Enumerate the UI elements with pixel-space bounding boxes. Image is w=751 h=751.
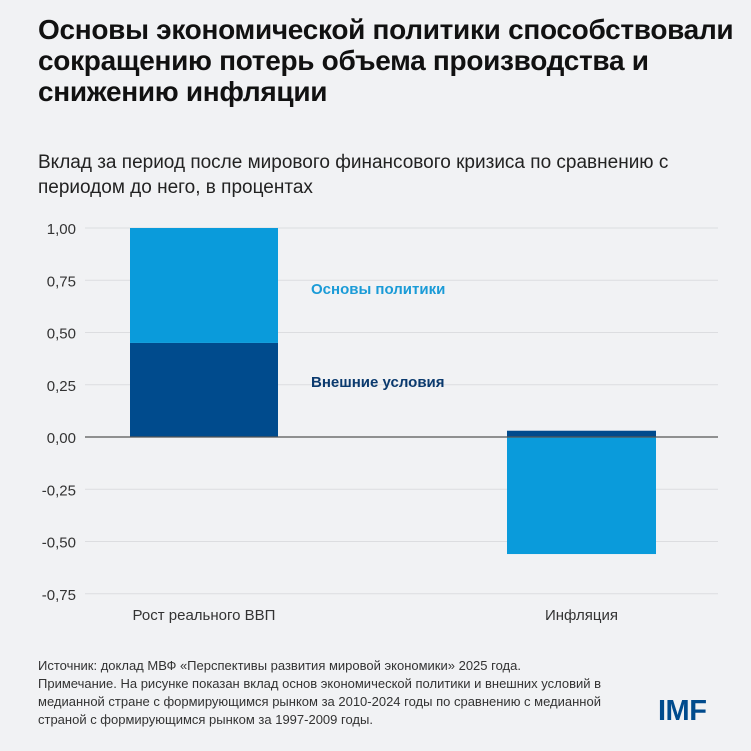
bar-external <box>507 430 656 437</box>
bar-policy <box>130 228 278 343</box>
label-external: Внешние условия <box>311 374 445 391</box>
y-tick-label: 0,25 <box>47 378 76 395</box>
imf-logo: IMF <box>658 695 707 727</box>
y-tick-label: -0,50 <box>42 535 76 552</box>
footnote: Источник: доклад МВФ «Перспективы развит… <box>38 657 618 729</box>
bar-policy <box>507 437 656 555</box>
note-text: Примечание. На рисунке показан вклад осн… <box>38 676 602 727</box>
source-text: Источник: доклад МВФ «Перспективы развит… <box>38 658 521 673</box>
label-policy: Основы политики <box>311 281 445 298</box>
y-tick-label: 0,00 <box>47 430 76 447</box>
y-tick-label: 0,75 <box>47 273 76 290</box>
chart-subtitle: Вклад за период после мирового финансово… <box>38 152 669 198</box>
x-tick-label: Рост реального ВВП <box>133 607 276 624</box>
y-tick-label: -0,75 <box>42 587 76 604</box>
chart-title: Основы экономической политики способство… <box>38 14 734 107</box>
y-tick-label: 1,00 <box>47 221 76 238</box>
y-tick-label: -0,25 <box>42 482 76 499</box>
y-tick-label: 0,50 <box>47 326 76 343</box>
x-tick-label: Инфляция <box>545 607 618 624</box>
bar-external <box>130 342 278 437</box>
